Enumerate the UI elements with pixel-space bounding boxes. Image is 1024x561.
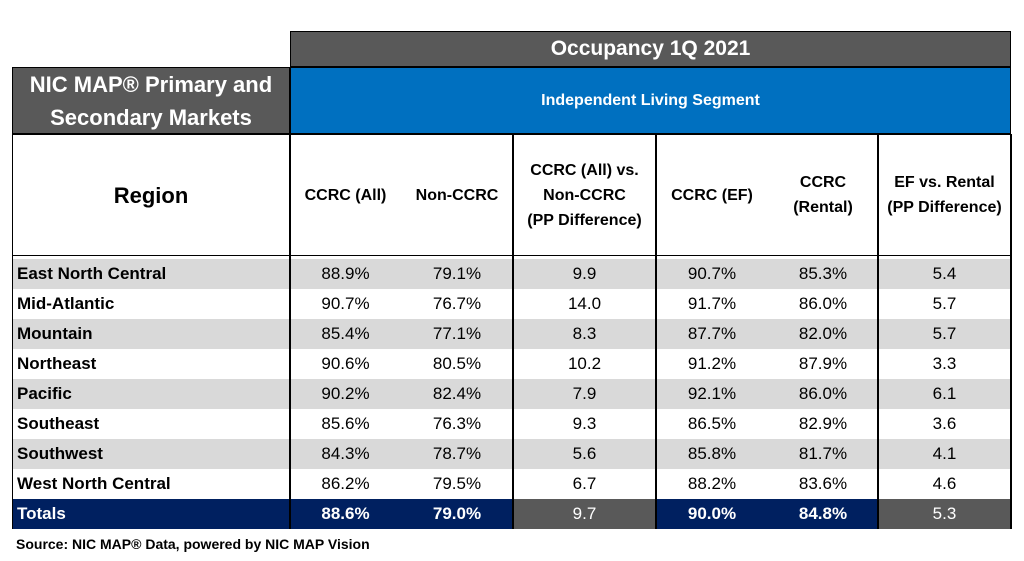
table-row: Southwest 84.3% 78.7% 5.6 85.8% 81.7% 4.1	[12, 439, 1011, 469]
row-ccrc-ef: 86.5%	[687, 414, 737, 433]
row-diff-all: 5.6	[572, 444, 597, 463]
segment-header: Independent Living Segment	[290, 67, 1011, 134]
table-row: East North Central 88.9% 79.1% 9.9 90.7% 85.3…	[12, 259, 1011, 289]
occupancy-title: Occupancy 1Q 2021	[290, 31, 1011, 67]
row-ccrc-ef: 85.8%	[687, 444, 737, 463]
col-header-ccrc-rental: CCRC (Rental)	[768, 134, 878, 256]
totals-ccrc-rental: 84.8%	[768, 499, 878, 529]
col-header-non-ccrc: Non-CCRC	[401, 134, 513, 256]
source-note: Source: NIC MAP® Data, powered by NIC MA…	[16, 536, 370, 552]
row-ccrc-ef: 91.7%	[687, 294, 737, 313]
row-diff-ef: 3.3	[932, 354, 957, 373]
totals-label: Totals	[12, 499, 295, 529]
markets-title-line1: NIC MAP® Primary and	[29, 71, 273, 97]
row-ccrc-all: 90.2%	[321, 384, 370, 403]
totals-diff-all: 9.7	[513, 499, 656, 529]
row-diff-ef: 5.4	[932, 264, 957, 283]
row-ccrc-all: 90.7%	[321, 294, 370, 313]
row-diff-all: 9.3	[572, 414, 597, 433]
table-row: Southeast 85.6% 76.3% 9.3 86.5% 82.9% 3.6	[12, 409, 1011, 439]
divider	[877, 134, 879, 529]
row-region: Northeast	[17, 354, 97, 373]
totals-diff-ef: 5.3	[878, 499, 1011, 529]
row-region: Southeast	[17, 414, 100, 433]
col-header-diff-all: CCRC (All) vs. Non-CCRC (PP Difference)	[513, 134, 656, 256]
row-non-ccrc: 79.1%	[432, 264, 482, 283]
divider	[655, 134, 657, 529]
divider	[512, 134, 514, 529]
markets-title: NIC MAP® Primary and Secondary Markets	[12, 67, 290, 134]
row-region: East North Central	[17, 264, 167, 283]
row-ccrc-rental: 86.0%	[798, 384, 848, 403]
row-ccrc-all: 86.2%	[321, 474, 370, 493]
col-header-ccrc-ef: CCRC (EF)	[656, 134, 768, 256]
row-diff-all: 9.9	[572, 264, 597, 283]
row-diff-all: 10.2	[567, 354, 602, 373]
divider	[1010, 134, 1012, 529]
row-ccrc-ef: 92.1%	[687, 384, 737, 403]
row-ccrc-rental: 86.0%	[798, 294, 848, 313]
totals-ccrc-all: 88.6%	[290, 499, 401, 529]
col-header-diff-ef: EF vs. Rental (PP Difference)	[878, 134, 1011, 256]
row-ccrc-all: 85.4%	[321, 324, 370, 343]
row-region: Pacific	[17, 384, 72, 403]
row-diff-all: 14.0	[567, 294, 602, 313]
row-non-ccrc: 80.5%	[432, 354, 482, 373]
row-region: Mid-Atlantic	[17, 294, 115, 313]
row-ccrc-rental: 82.0%	[798, 324, 848, 343]
row-diff-all: 8.3	[572, 324, 597, 343]
row-ccrc-ef: 90.7%	[687, 264, 737, 283]
row-ccrc-ef: 91.2%	[687, 354, 737, 373]
row-non-ccrc: 78.7%	[432, 444, 482, 463]
row-ccrc-rental: 82.9%	[798, 414, 848, 433]
row-diff-ef: 4.1	[932, 444, 957, 463]
row-non-ccrc: 79.5%	[432, 474, 482, 493]
row-region: West North Central	[17, 474, 171, 493]
row-diff-ef: 5.7	[932, 294, 957, 313]
totals-non-ccrc: 79.0%	[401, 499, 513, 529]
row-ccrc-rental: 81.7%	[798, 444, 848, 463]
totals-row: Totals 88.6% 79.0% 9.7 90.0% 84.8% 5.3	[12, 499, 1011, 529]
divider	[12, 134, 13, 529]
row-region: Southwest	[17, 444, 103, 463]
row-non-ccrc: 82.4%	[432, 384, 482, 403]
row-ccrc-all: 88.9%	[321, 264, 370, 283]
table-row: Mountain 85.4% 77.1% 8.3 87.7% 82.0% 5.7	[12, 319, 1011, 349]
row-ccrc-all: 90.6%	[321, 354, 370, 373]
table-row: Pacific 90.2% 82.4% 7.9 92.1% 86.0% 6.1	[12, 379, 1011, 409]
row-diff-all: 6.7	[572, 474, 597, 493]
row-ccrc-ef: 88.2%	[687, 474, 737, 493]
row-ccrc-rental: 85.3%	[798, 264, 848, 283]
row-diff-ef: 3.6	[932, 414, 957, 433]
row-non-ccrc: 76.7%	[432, 294, 482, 313]
table-row: West North Central 86.2% 79.5% 6.7 88.2% 83.6…	[12, 469, 1011, 499]
row-diff-ef: 4.6	[932, 474, 957, 493]
divider	[289, 134, 291, 529]
row-diff-ef: 6.1	[932, 384, 957, 403]
row-non-ccrc: 77.1%	[432, 324, 482, 343]
row-ccrc-all: 85.6%	[321, 414, 370, 433]
table-row: Northeast 90.6% 80.5% 10.2 91.2% 87.9% 3.3	[12, 349, 1011, 379]
row-ccrc-ef: 87.7%	[687, 324, 737, 343]
row-ccrc-rental: 83.6%	[798, 474, 848, 493]
col-header-ccrc-all: CCRC (All)	[290, 134, 401, 256]
row-diff-ef: 5.7	[932, 324, 957, 343]
totals-ccrc-ef: 90.0%	[656, 499, 768, 529]
table-row: Mid-Atlantic 90.7% 76.7% 14.0 91.7% 86.0% 5.7	[12, 289, 1011, 319]
row-non-ccrc: 76.3%	[432, 414, 482, 433]
col-header-region: Region	[12, 134, 290, 256]
row-diff-all: 7.9	[572, 384, 597, 403]
row-region: Mountain	[17, 324, 93, 343]
markets-title-line2: Secondary Markets	[50, 104, 252, 130]
row-ccrc-rental: 87.9%	[798, 354, 848, 373]
row-ccrc-all: 84.3%	[321, 444, 370, 463]
